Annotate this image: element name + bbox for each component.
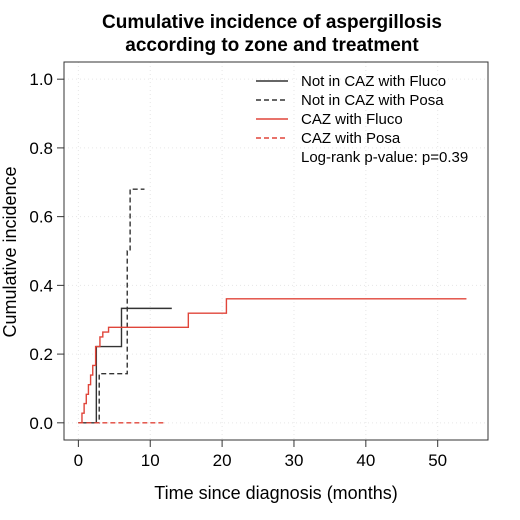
y-tick-label-1: 0.2 xyxy=(29,345,53,364)
x-tick-label-3: 30 xyxy=(285,451,304,470)
y-tick-label-0: 0.0 xyxy=(29,414,53,433)
legend-label-1: Not in CAZ with Posa xyxy=(301,92,444,109)
x-tick-label-0: 0 xyxy=(74,451,83,470)
legend-label-2: CAZ with Fluco xyxy=(301,111,403,128)
gridlines xyxy=(64,62,488,440)
y-tick-label-4: 0.8 xyxy=(29,139,53,158)
log-rank-annotation: Log-rank p-value: p=0.39 xyxy=(301,149,468,166)
y-axis-label: Cumulative incidence xyxy=(0,166,20,337)
legend: Not in CAZ with Fluco Not in CAZ with Pos… xyxy=(256,73,468,166)
series-line-2 xyxy=(78,298,467,424)
x-tick-label-4: 40 xyxy=(356,451,375,470)
legend-label-0: Not in CAZ with Fluco xyxy=(301,73,446,90)
chart-title-line2: according to zone and treatment xyxy=(125,35,419,56)
chart-title-line1: Cumulative incidence of aspergillosis xyxy=(102,12,442,33)
x-tick-label-2: 20 xyxy=(213,451,232,470)
y-tick-label-2: 0.4 xyxy=(29,276,53,295)
y-tick-label-5: 1.0 xyxy=(29,70,53,89)
x-axis-label: Time since diagnosis (months) xyxy=(154,483,397,503)
y-tick-label-3: 0.6 xyxy=(29,208,53,227)
legend-label-3: CAZ with Posa xyxy=(301,130,401,147)
series-lines xyxy=(78,188,467,424)
x-tick-label-1: 10 xyxy=(141,451,160,470)
x-tick-label-5: 50 xyxy=(428,451,447,470)
axes: 0 10 20 30 40 50 0.0 0.2 0.4 0.6 0.8 1.0 xyxy=(29,70,447,470)
